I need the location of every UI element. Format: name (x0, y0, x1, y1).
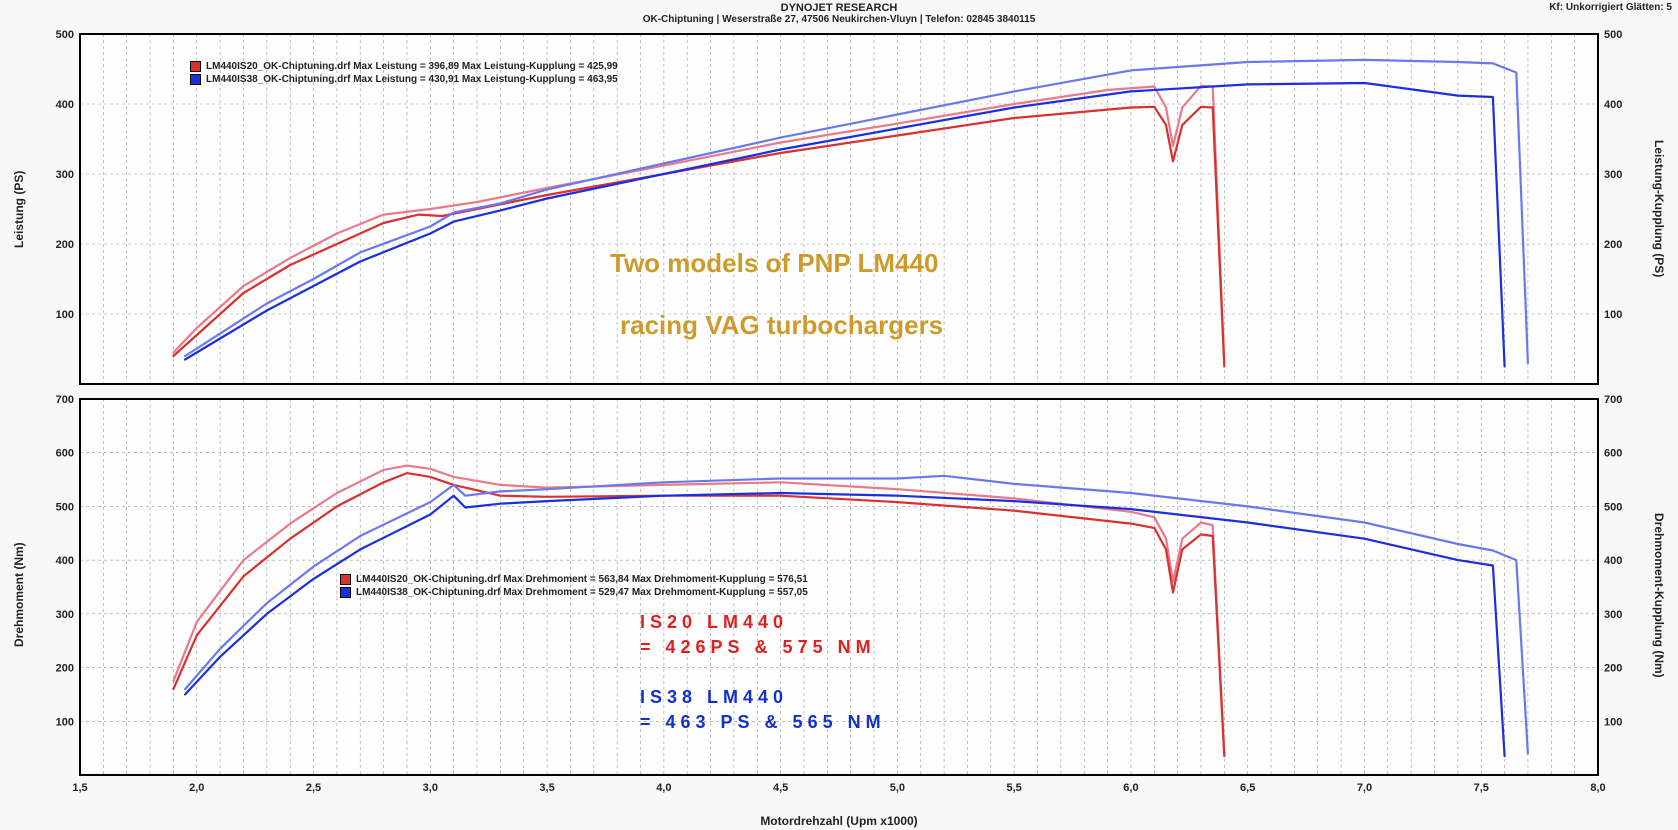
svg-text:100: 100 (1604, 716, 1622, 728)
overlay-is20: IS20 LM440 = 426PS & 575 NM (640, 610, 876, 660)
power-y-label-right: Leistung-Kupplung (PS) (1652, 30, 1666, 388)
svg-text:8,0: 8,0 (1590, 782, 1605, 794)
correction-info: Kf: Unkorrigiert Glätten: 5 (1549, 2, 1672, 13)
x-axis-label: Motordrehzahl (Upm x1000) (0, 814, 1678, 828)
svg-text:300: 300 (56, 609, 74, 621)
overlay-is38-l1: IS38 LM440 (640, 687, 788, 707)
svg-text:500: 500 (56, 501, 74, 513)
svg-text:400: 400 (56, 99, 74, 111)
legend-swatch (190, 61, 201, 72)
svg-text:200: 200 (1604, 239, 1622, 251)
svg-text:200: 200 (1604, 663, 1622, 675)
legend-swatch (190, 74, 201, 85)
svg-text:700: 700 (1604, 395, 1622, 406)
power-y-label-left: Leistung (PS) (12, 30, 26, 388)
svg-text:1,5: 1,5 (72, 782, 87, 794)
torque-y-label-right: Drehmoment-Kupplung (Nm) (1652, 395, 1666, 795)
svg-text:500: 500 (1604, 30, 1622, 41)
svg-text:300: 300 (56, 169, 74, 181)
page-title: DYNOJET RESEARCH (0, 0, 1678, 14)
svg-text:400: 400 (1604, 555, 1622, 567)
legend-row: LM440IS20_OK-Chiptuning.drf Max Drehmome… (340, 573, 808, 586)
torque-chart: Drehmoment (Nm) Drehmoment-Kupplung (Nm)… (50, 395, 1628, 795)
legend-row: LM440IS38_OK-Chiptuning.drf Max Drehmome… (340, 586, 808, 599)
svg-text:600: 600 (1604, 448, 1622, 460)
svg-text:400: 400 (1604, 99, 1622, 111)
svg-text:100: 100 (56, 716, 74, 728)
overlay-is20-l2: = 426PS & 575 NM (640, 637, 876, 657)
torque-legend: LM440IS20_OK-Chiptuning.drf Max Drehmome… (340, 573, 808, 599)
svg-text:700: 700 (56, 395, 74, 406)
svg-text:2,5: 2,5 (306, 782, 321, 794)
svg-text:5,0: 5,0 (890, 782, 905, 794)
svg-text:6,5: 6,5 (1240, 782, 1255, 794)
legend-text: LM440IS20_OK-Chiptuning.drf Max Drehmome… (356, 573, 808, 586)
svg-text:6,0: 6,0 (1123, 782, 1138, 794)
svg-text:300: 300 (1604, 609, 1622, 621)
svg-text:4,0: 4,0 (656, 782, 671, 794)
svg-text:300: 300 (1604, 169, 1622, 181)
svg-text:100: 100 (1604, 309, 1622, 321)
svg-text:7,5: 7,5 (1474, 782, 1489, 794)
legend-text: LM440IS20_OK-Chiptuning.drf Max Leistung… (206, 60, 618, 73)
svg-text:500: 500 (56, 30, 74, 41)
overlay-title-1: Two models of PNP LM440 (610, 248, 938, 279)
overlay-is38-l2: = 463 PS & 565 NM (640, 712, 886, 732)
legend-row: LM440IS38_OK-Chiptuning.drf Max Leistung… (190, 73, 618, 86)
overlay-is38: IS38 LM440 = 463 PS & 565 NM (640, 685, 886, 735)
dyno-page: DYNOJET RESEARCH OK-Chiptuning | Weserst… (0, 0, 1678, 830)
svg-text:7,0: 7,0 (1357, 782, 1372, 794)
svg-text:200: 200 (56, 239, 74, 251)
legend-text: LM440IS38_OK-Chiptuning.drf Max Leistung… (206, 73, 618, 86)
overlay-title-2: racing VAG turbochargers (620, 310, 943, 341)
svg-text:500: 500 (1604, 501, 1622, 513)
overlay-is20-l1: IS20 LM440 (640, 612, 788, 632)
svg-text:400: 400 (56, 555, 74, 567)
legend-row: LM440IS20_OK-Chiptuning.drf Max Leistung… (190, 60, 618, 73)
legend-text: LM440IS38_OK-Chiptuning.drf Max Drehmome… (356, 586, 808, 599)
page-subtitle: OK-Chiptuning | Weserstraße 27, 47506 Ne… (0, 14, 1678, 27)
power-chart: Leistung (PS) Leistung-Kupplung (PS) 100… (50, 30, 1628, 388)
svg-text:4,5: 4,5 (773, 782, 788, 794)
svg-text:3,5: 3,5 (539, 782, 554, 794)
svg-text:5,5: 5,5 (1007, 782, 1022, 794)
svg-text:2,0: 2,0 (189, 782, 204, 794)
legend-swatch (340, 587, 351, 598)
svg-text:3,0: 3,0 (423, 782, 438, 794)
svg-text:600: 600 (56, 448, 74, 460)
svg-text:200: 200 (56, 663, 74, 675)
svg-text:100: 100 (56, 309, 74, 321)
legend-swatch (340, 574, 351, 585)
power-legend: LM440IS20_OK-Chiptuning.drf Max Leistung… (190, 60, 618, 86)
torque-y-label-left: Drehmoment (Nm) (12, 395, 26, 795)
